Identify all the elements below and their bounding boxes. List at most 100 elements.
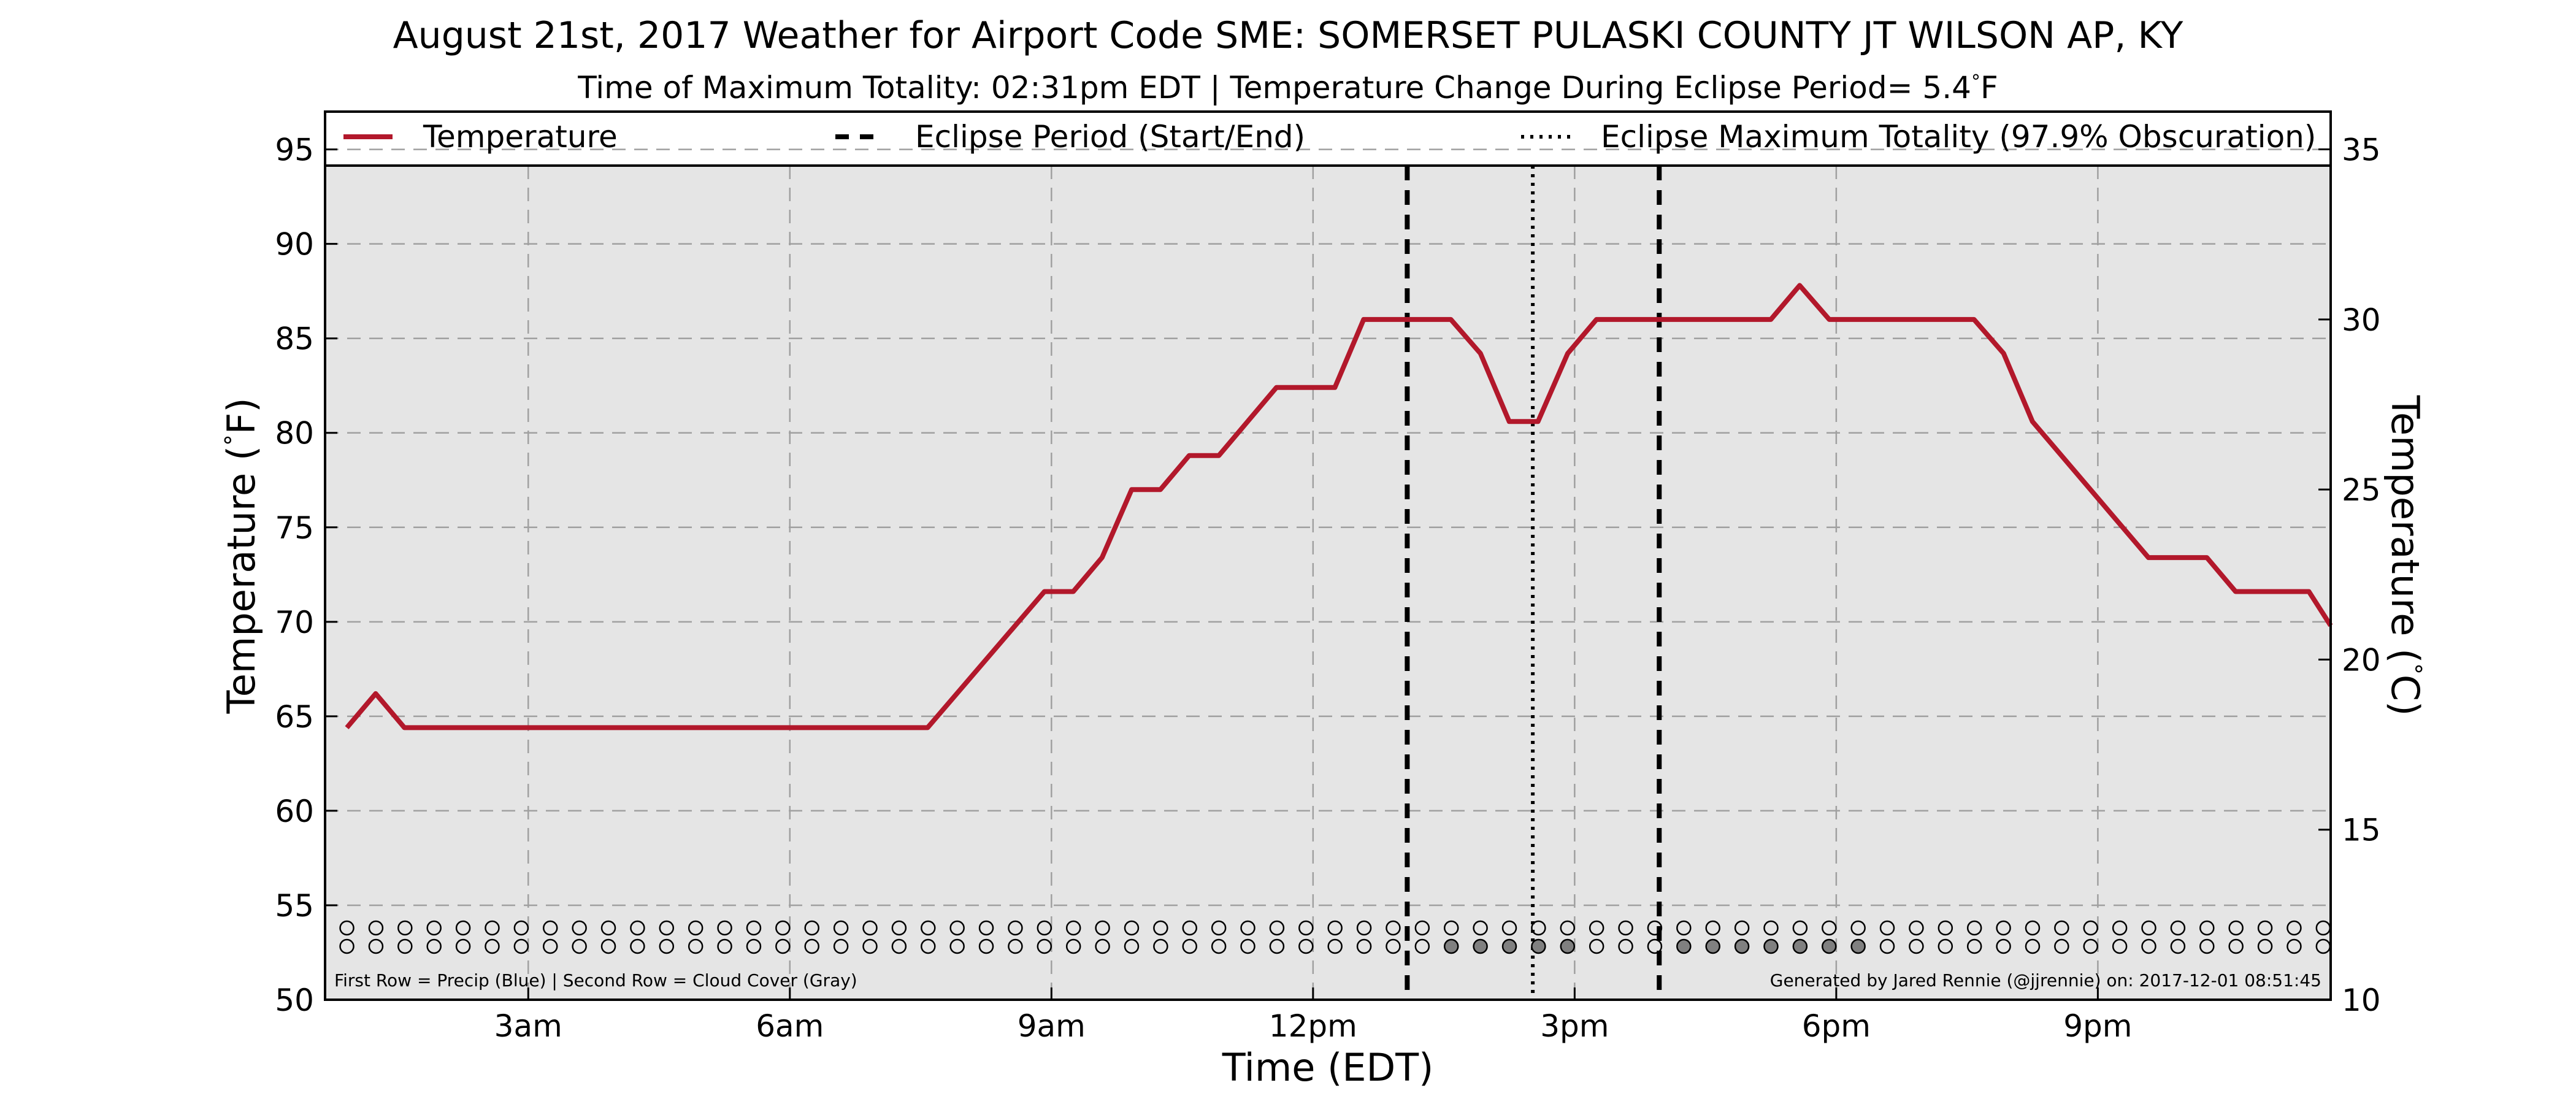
- precip-marker: [2228, 920, 2244, 936]
- y-tick-label-left: 95: [275, 132, 314, 168]
- precip-marker: [1531, 920, 1546, 936]
- y-axis-label-right: Temperature (°C): [2383, 395, 2428, 716]
- y-tick-label-left: 85: [275, 321, 314, 357]
- precip-marker: [1414, 920, 1430, 936]
- precip-marker: [513, 920, 529, 936]
- cloud-marker: [2287, 938, 2302, 954]
- precip-marker: [2257, 920, 2273, 936]
- cloud-marker: [1909, 938, 1924, 954]
- x-tick-label: 12pm: [1269, 1008, 1357, 1044]
- chart-subtitle: Time of Maximum Totality: 02:31pm EDT | …: [577, 70, 1998, 105]
- precip-marker: [1443, 920, 1459, 936]
- precip-marker: [804, 920, 819, 936]
- temperature-line: [345, 283, 2333, 730]
- cloud-marker: [1647, 938, 1663, 954]
- y-tick-label-left: 80: [275, 416, 314, 451]
- cloud-marker: [2025, 938, 2041, 954]
- cloud-marker: [1240, 938, 1255, 954]
- cloud-marker: [1211, 938, 1227, 954]
- cloud-marker: [1792, 938, 1808, 954]
- footnote-right: Generated by Jared Rennie (@jjrennie) on…: [1770, 970, 2321, 991]
- cloud-marker: [1414, 938, 1430, 954]
- cloud-marker: [1822, 938, 1837, 954]
- precip-marker: [978, 920, 994, 936]
- cloud-marker: [1356, 938, 1372, 954]
- cloud-marker: [513, 938, 529, 954]
- cloud-marker: [600, 938, 616, 954]
- x-axis-label: Time (EDT): [1222, 1045, 1434, 1090]
- precip-marker: [2287, 920, 2302, 936]
- cloud-marker: [833, 938, 849, 954]
- cloud-marker: [2141, 938, 2156, 954]
- cloud-marker: [1153, 938, 1168, 954]
- y-tick-label-left: 75: [275, 510, 314, 546]
- cloud-marker: [921, 938, 936, 954]
- cloud-marker: [1182, 938, 1198, 954]
- precip-marker: [1211, 920, 1227, 936]
- precip-marker: [1327, 920, 1343, 936]
- cloud-marker: [1966, 938, 1982, 954]
- grid: [325, 148, 2331, 1000]
- precip-marker: [426, 920, 442, 936]
- precip-marker: [1298, 920, 1314, 936]
- cloud-marker: [2228, 938, 2244, 954]
- cloud-marker: [659, 938, 675, 954]
- precip-marker: [1386, 920, 1401, 936]
- precip-marker: [688, 920, 703, 936]
- cloud-marker: [2083, 938, 2098, 954]
- cloud-marker: [1850, 938, 1866, 954]
- precip-marker: [1822, 920, 1837, 936]
- precip-marker: [717, 920, 732, 936]
- precip-marker: [891, 920, 907, 936]
- x-axis: 3am 6am 9am 12pm 3pm 6pm 9pm: [494, 987, 2133, 1044]
- chart-title: August 21st, 2017 Weather for Airport Co…: [393, 14, 2183, 57]
- precip-marker: [1356, 920, 1372, 936]
- y-tick-label-right: 20: [2342, 642, 2381, 678]
- precip-marker: [1240, 920, 1255, 936]
- cloud-marker: [775, 938, 791, 954]
- cloud-marker: [397, 938, 413, 954]
- cloud-marker: [688, 938, 703, 954]
- plot-area: [325, 166, 2331, 1000]
- cloud-marker: [368, 938, 384, 954]
- cloud-marker: [2112, 938, 2128, 954]
- cloud-marker: [1734, 938, 1750, 954]
- cloud-marker: [1095, 938, 1110, 954]
- legend: Temperature Eclipse Period (Start/End) E…: [343, 119, 2316, 155]
- cloud-marker: [1705, 938, 1720, 954]
- cloud-marker: [1938, 938, 1953, 954]
- precip-marker: [542, 920, 558, 936]
- cloud-marker: [862, 938, 878, 954]
- cloud-marker: [1008, 938, 1023, 954]
- y-tick-label-right: 30: [2342, 302, 2381, 338]
- precip-marker: [1938, 920, 1953, 936]
- precip-marker: [1676, 920, 1692, 936]
- cloud-marker: [485, 938, 500, 954]
- cloud-marker: [1879, 938, 1895, 954]
- y-tick-label-left: 70: [275, 605, 314, 640]
- x-tick-label: 3am: [494, 1008, 562, 1044]
- eclipse-lines: [1405, 166, 1662, 1000]
- x-tick-label: 3pm: [1540, 1008, 1609, 1044]
- precip-marker: [1473, 920, 1488, 936]
- precip-marker: [2083, 920, 2098, 936]
- precip-marker: [2141, 920, 2156, 936]
- cloud-marker: [1618, 938, 1633, 954]
- precip-marker: [949, 920, 965, 936]
- precip-marker: [921, 920, 936, 936]
- precip-marker: [1153, 920, 1168, 936]
- y-axis-label-left: Temperature (°F): [219, 397, 264, 714]
- precip-marker: [1182, 920, 1198, 936]
- precip-marker: [1589, 920, 1604, 936]
- precip-marker: [1734, 920, 1750, 936]
- y-tick-label-left: 60: [275, 794, 314, 829]
- footnote-left: First Row = Precip (Blue) | Second Row =…: [334, 970, 857, 991]
- cloud-marker: [339, 938, 355, 954]
- precip-marker: [1850, 920, 1866, 936]
- precip-marker: [630, 920, 645, 936]
- y-tick-label-left: 65: [275, 699, 314, 735]
- y-tick-label-left: 55: [275, 888, 314, 924]
- cloud-marker: [1560, 938, 1576, 954]
- cloud-marker: [2199, 938, 2215, 954]
